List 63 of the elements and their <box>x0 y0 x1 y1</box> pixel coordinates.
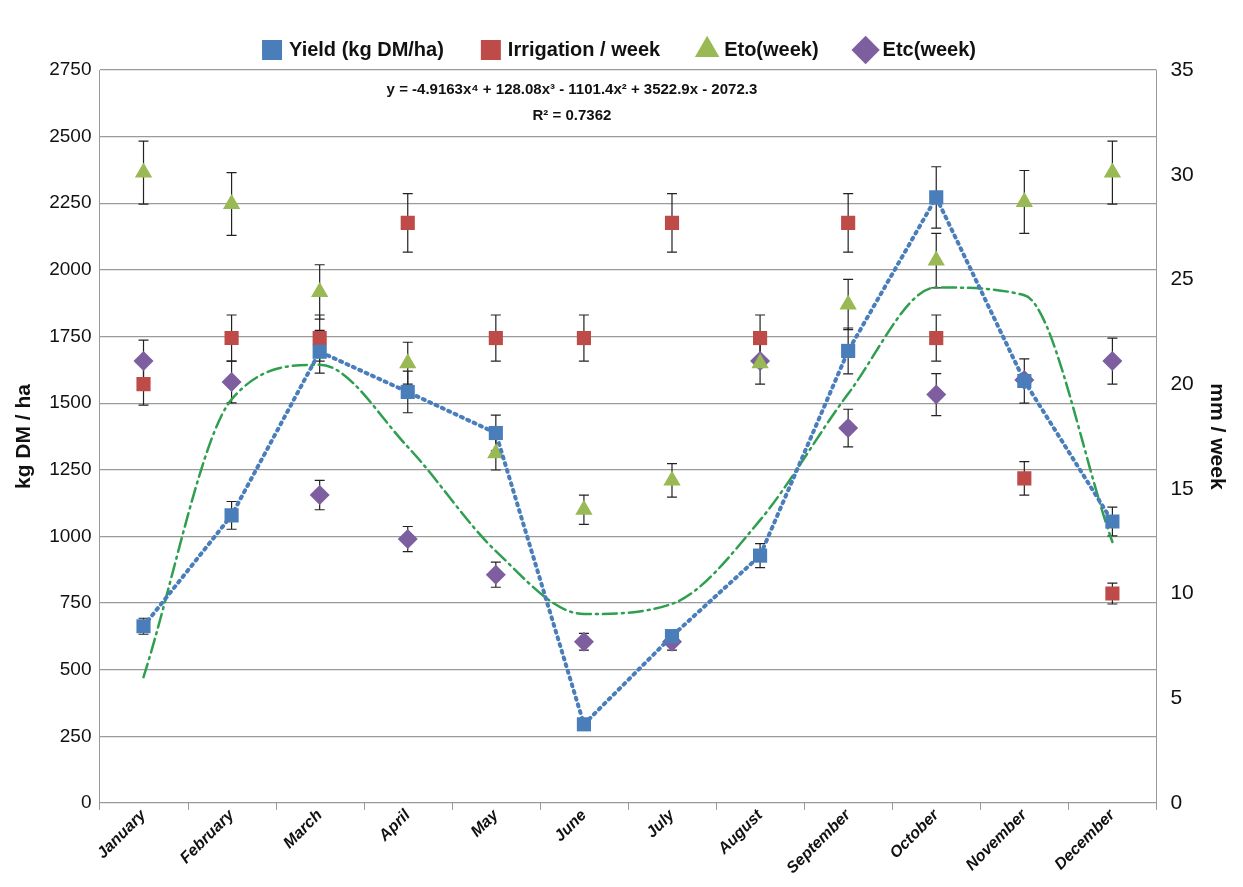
y2-tick-label: 35 <box>1170 56 1194 80</box>
y-tick-label: 1250 <box>49 458 92 480</box>
point <box>576 717 591 732</box>
point <box>400 215 415 230</box>
point <box>753 548 768 563</box>
point <box>309 485 330 506</box>
point <box>926 384 947 405</box>
legend-label: Irrigation / week <box>507 37 662 60</box>
legend-label: Etc(week) <box>882 37 976 60</box>
y2-axis-title: mm / week <box>1206 383 1230 490</box>
y-tick-label: 2250 <box>49 191 92 213</box>
point <box>224 330 239 346</box>
point <box>133 351 154 372</box>
y-tick-label: 2500 <box>49 124 92 146</box>
point <box>312 344 327 359</box>
point <box>488 330 503 346</box>
legend-label: Yield (kg DM/ha) <box>289 37 444 60</box>
x-tick-label: July <box>642 805 679 841</box>
point <box>753 330 768 346</box>
annotation: y = -4.9163x⁴ + 128.08x³ - 1101.4x² + 3522.9x - 2072.3 <box>386 80 758 98</box>
y2-tick-label: 10 <box>1170 580 1194 604</box>
point <box>841 343 856 358</box>
point <box>838 418 859 439</box>
y-tick-label: 250 <box>59 724 92 746</box>
y-tick-label: 750 <box>59 591 92 613</box>
point <box>664 215 680 230</box>
y2-tick-label: 15 <box>1170 475 1194 499</box>
y-tick-label: 1750 <box>49 324 92 346</box>
point <box>312 330 327 346</box>
point <box>485 564 506 585</box>
point <box>1102 351 1123 372</box>
annotation: R² = 0.7362 <box>532 106 612 124</box>
y-tick-label: 500 <box>59 657 92 679</box>
point <box>399 353 417 369</box>
y2-tick-label: 20 <box>1170 370 1194 394</box>
y2-tick-label: 25 <box>1170 266 1194 290</box>
legend-label: Eto(week) <box>724 37 819 60</box>
point <box>1105 514 1120 529</box>
y2-tick-label: 30 <box>1170 161 1194 185</box>
point <box>136 377 151 392</box>
y-tick-label: 2000 <box>49 258 92 280</box>
y-tick-label: 1500 <box>49 391 92 413</box>
point <box>224 508 239 523</box>
point <box>576 330 591 346</box>
point <box>1105 586 1120 601</box>
y2-tick-label: 5 <box>1170 685 1183 709</box>
y2-tick-label: 0 <box>1170 789 1183 813</box>
point <box>664 629 680 644</box>
y-tick-label: 2750 <box>49 58 92 80</box>
point <box>1017 471 1032 486</box>
y-axis-title: kg DM / ha <box>11 383 35 489</box>
point <box>222 194 241 210</box>
point <box>488 425 503 441</box>
point <box>573 631 594 652</box>
point <box>841 215 856 230</box>
point <box>929 190 944 205</box>
y-tick-label: 1000 <box>49 524 92 546</box>
line-series <box>142 286 1114 679</box>
point <box>400 384 415 400</box>
point <box>929 330 944 346</box>
point <box>221 372 242 393</box>
y-tick-label: 0 <box>80 791 92 813</box>
point <box>397 529 418 550</box>
